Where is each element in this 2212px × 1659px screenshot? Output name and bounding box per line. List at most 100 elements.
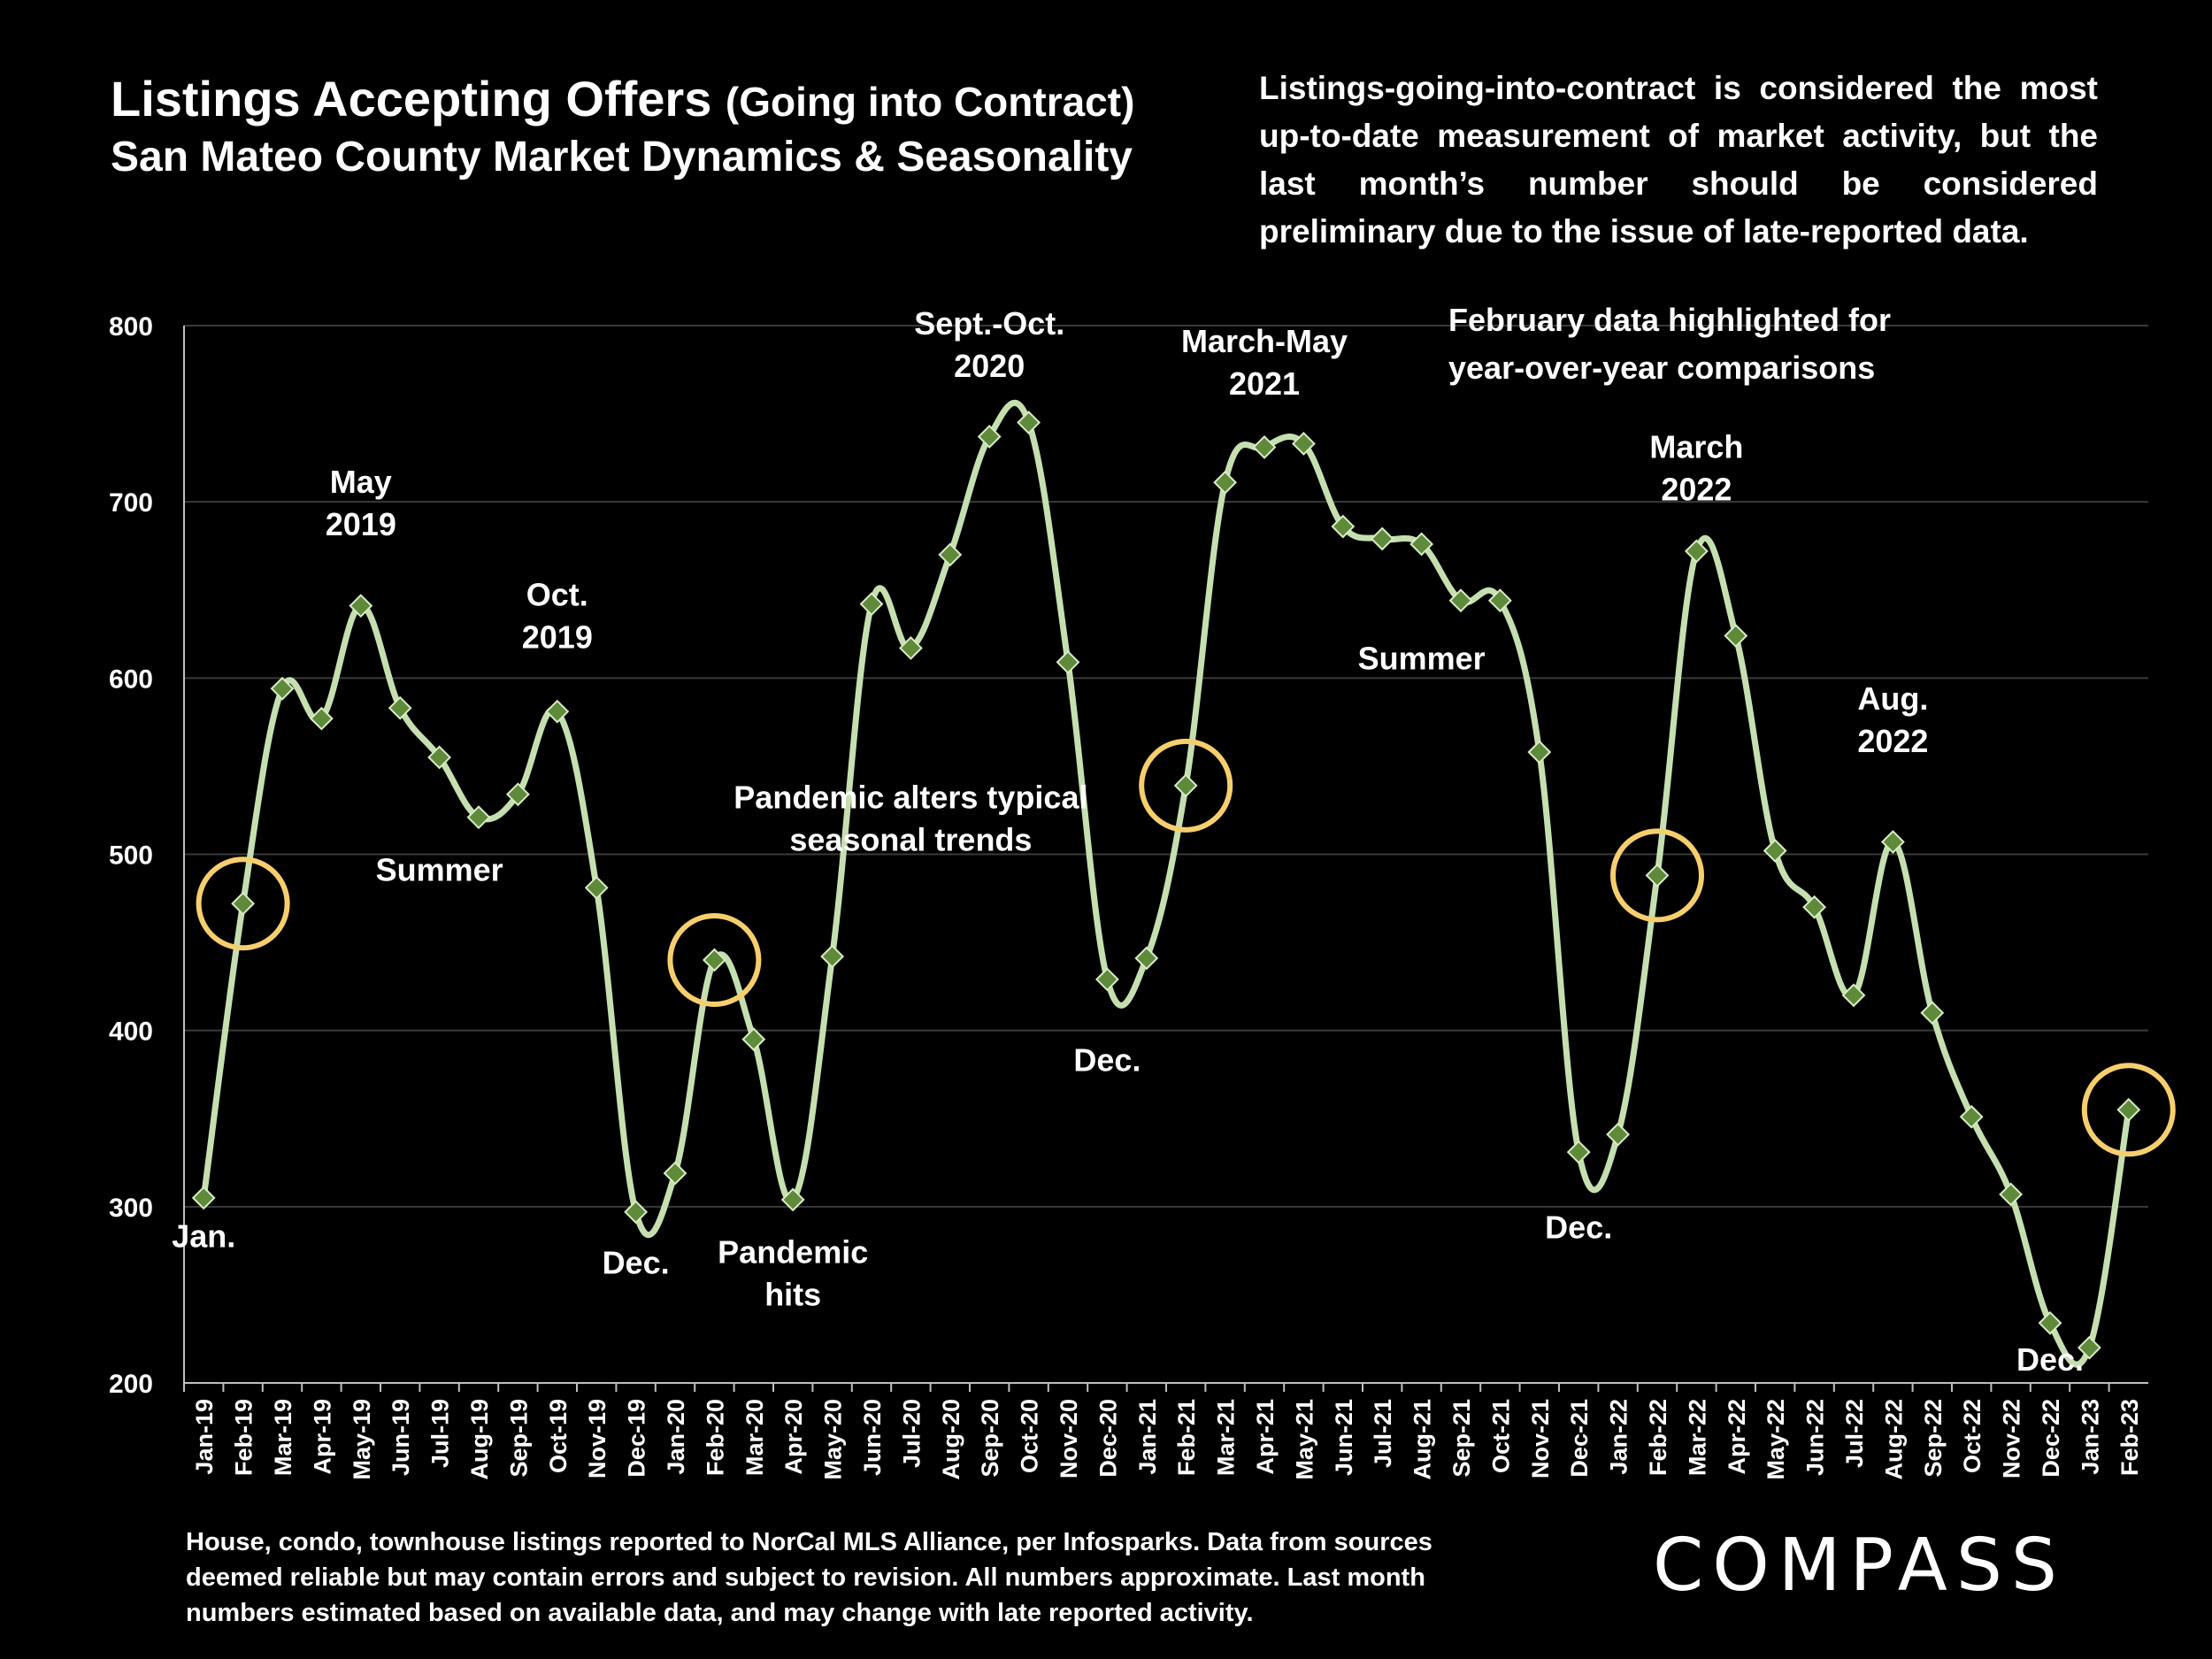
data-point xyxy=(270,676,295,701)
annotation-line: March-May xyxy=(1181,323,1348,359)
x-tick-label: Sep-19 xyxy=(505,1399,532,1478)
data-point xyxy=(2038,1310,2062,1335)
data-point xyxy=(1880,830,1905,854)
y-tick-label: 200 xyxy=(109,1370,153,1399)
annotation-line: Aug. xyxy=(1857,680,1928,717)
annotation-line: Dec. xyxy=(2016,1341,2084,1378)
annotation-line: Pandemic alters typical xyxy=(733,780,1087,816)
data-point xyxy=(191,1186,216,1210)
x-tick-label: Jul-22 xyxy=(1841,1399,1868,1468)
annotation-line: 2019 xyxy=(522,619,593,656)
x-tick-label: Jul-20 xyxy=(898,1399,925,1468)
chart-title-main: Listings Accepting Offers xyxy=(111,71,712,127)
chart-annotation: Sept.-Oct. 2020 xyxy=(914,305,1064,384)
data-point xyxy=(1920,1001,1945,1025)
x-tick-label: Apr-20 xyxy=(780,1399,807,1475)
data-point xyxy=(1056,649,1080,674)
x-tick-label: Apr-19 xyxy=(309,1399,335,1475)
x-tick-label: Aug-22 xyxy=(1880,1399,1907,1480)
data-point xyxy=(1841,983,1866,1008)
x-tick-label: Jul-19 xyxy=(427,1399,454,1468)
x-tick-label: Jun-20 xyxy=(859,1399,886,1476)
x-tick-label: Mar-22 xyxy=(1684,1399,1710,1476)
data-point xyxy=(309,706,334,731)
february-highlight-circle xyxy=(1610,828,1704,923)
gridlines xyxy=(184,325,2148,1208)
data-point xyxy=(2116,1097,2141,1122)
annotation-line: Dec. xyxy=(1545,1210,1612,1246)
x-tick-label: Jun-19 xyxy=(388,1399,414,1476)
annotations: Jan. May 2019 Summer Oct. 2019 Dec. Pandemic hit… xyxy=(172,302,2084,1378)
x-tick-label: May-19 xyxy=(349,1399,375,1480)
data-point xyxy=(938,542,963,567)
chart-annotation: March-May 2021 xyxy=(1181,323,1348,402)
data-point xyxy=(1763,839,1787,863)
data-point xyxy=(505,782,530,807)
x-tick-label: May-21 xyxy=(1291,1399,1317,1480)
x-tick-label: Aug-21 xyxy=(1409,1399,1436,1480)
chart-annotation: Aug. 2022 xyxy=(1857,680,1928,759)
data-point xyxy=(1487,588,1512,613)
annotation-line: May xyxy=(330,464,392,500)
x-tick-label: Jun-21 xyxy=(1331,1399,1357,1476)
x-tick-label: Sep-20 xyxy=(977,1399,1003,1478)
x-tick-label: Oct-22 xyxy=(1959,1399,1985,1473)
x-tick-label: Feb-19 xyxy=(231,1399,257,1476)
data-point xyxy=(820,944,845,969)
footer-note: House, condo, townhouse listings reporte… xyxy=(186,1528,1432,1627)
x-tick-label: May-22 xyxy=(1763,1399,1789,1480)
data-point xyxy=(1370,526,1394,551)
annotation-line: Dec. xyxy=(1073,1041,1141,1078)
annotation-line: Sept.-Oct. xyxy=(914,305,1064,342)
x-tick-label: Oct-19 xyxy=(545,1399,572,1473)
annotation-line: 2019 xyxy=(326,506,396,542)
x-tick-label: Sep-22 xyxy=(1920,1399,1947,1478)
x-tick-label: Nov-20 xyxy=(1056,1399,1082,1479)
x-tick-label: Jan-20 xyxy=(663,1399,689,1475)
data-point xyxy=(741,1027,766,1052)
data-point xyxy=(898,636,923,660)
data-point xyxy=(1566,1140,1591,1164)
february-highlight-circle xyxy=(1139,738,1233,833)
x-tick-label: Mar-20 xyxy=(741,1399,768,1476)
data-point xyxy=(1724,624,1748,648)
annotation-line: Pandemic xyxy=(718,1234,868,1271)
data-point xyxy=(1331,514,1356,539)
x-tick-label: Jun-22 xyxy=(1802,1399,1829,1476)
chart-annotation: March 2022 xyxy=(1649,428,1743,507)
data-point xyxy=(2077,1335,2101,1360)
chart-annotation: Dec. xyxy=(1073,1041,1141,1078)
data-point xyxy=(1409,532,1434,557)
x-tick-label: Dec-20 xyxy=(1094,1399,1121,1478)
x-tick-label: Feb-22 xyxy=(1645,1399,1671,1476)
y-tick-label: 400 xyxy=(109,1018,153,1047)
chart-annotation: Dec. xyxy=(1545,1210,1612,1246)
february-highlight-circle xyxy=(2081,1063,2176,1157)
annotation-line: 2021 xyxy=(1229,365,1300,402)
y-tick-label: 300 xyxy=(109,1194,153,1223)
annotation-line: Summer xyxy=(1358,640,1486,676)
x-tick-label: Jan-21 xyxy=(1134,1399,1161,1475)
x-tick-label: Dec-21 xyxy=(1566,1399,1593,1478)
chart-annotation: Dec. xyxy=(603,1245,670,1281)
data-point xyxy=(1094,967,1119,992)
x-tick-label: Nov-19 xyxy=(584,1399,611,1479)
x-tick-label: Apr-21 xyxy=(1252,1399,1279,1475)
x-tick-label: May-20 xyxy=(820,1399,847,1480)
highlight-note-line: year-over-year comparisons xyxy=(1448,349,1875,386)
annotation-line: Oct. xyxy=(526,577,588,613)
data-point xyxy=(349,594,373,618)
annotation-line: Jan. xyxy=(172,1218,235,1255)
data-point xyxy=(1606,1122,1631,1147)
y-tick-label: 600 xyxy=(109,664,153,694)
february-highlight-circle xyxy=(196,856,290,951)
x-tick-label: Feb-20 xyxy=(702,1399,728,1476)
highlight-note: February data highlighted for year-over-y… xyxy=(1448,302,1891,386)
february-highlight-circle xyxy=(667,913,762,1007)
chart-annotation: Dec. xyxy=(2016,1341,2084,1378)
data-point xyxy=(1959,1104,1984,1129)
y-tick-label: 800 xyxy=(109,312,153,342)
data-point xyxy=(584,875,609,900)
x-tick-label: Aug-19 xyxy=(466,1399,493,1480)
x-tick-label: Dec-22 xyxy=(2038,1399,2064,1478)
